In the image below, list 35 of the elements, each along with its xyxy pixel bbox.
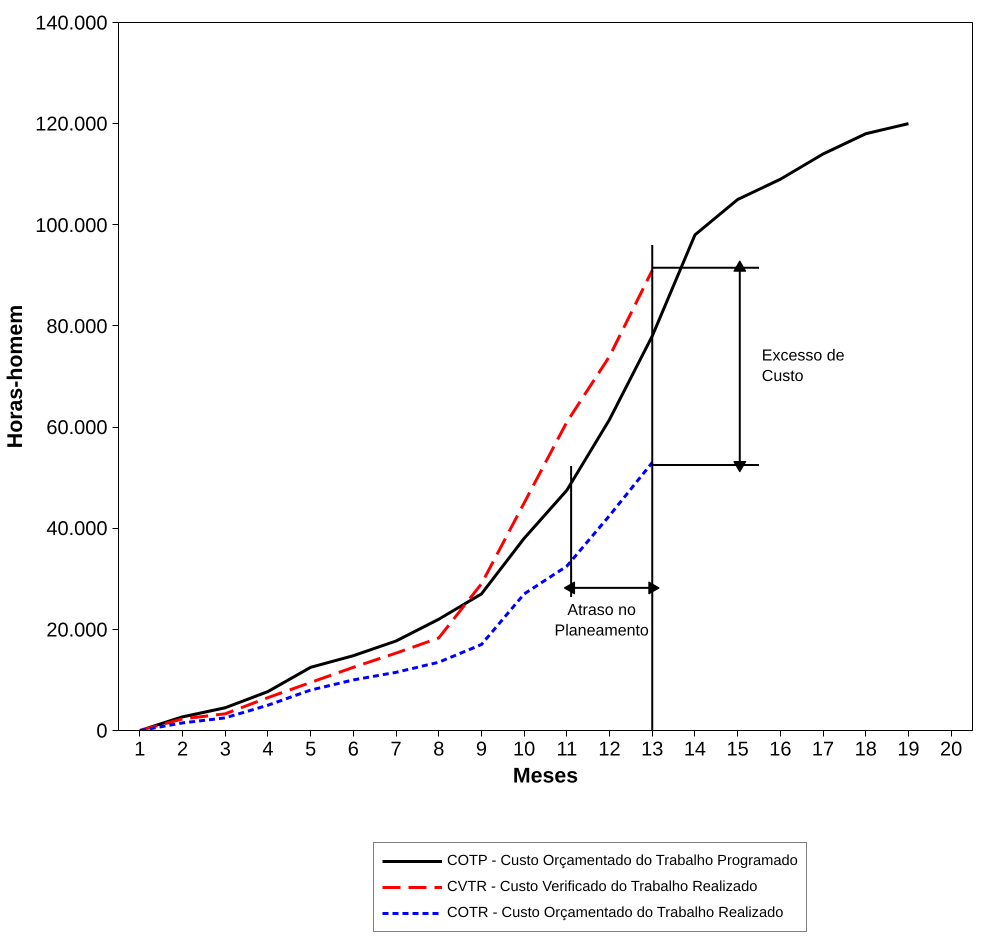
annotation: Excesso de Custo	[762, 348, 845, 386]
y-tick-label: 120.000	[35, 114, 108, 136]
y-tick-label: 20.000	[46, 619, 108, 642]
y-tick-label: 140.000	[35, 12, 108, 34]
y-tick-label: 100.000	[35, 214, 108, 237]
x-tick-label: 14	[684, 738, 706, 760]
x-tick-label: 10	[513, 738, 536, 760]
x-tick-label: 2	[176, 738, 188, 760]
x-tick-label: 5	[305, 738, 316, 760]
x-tick-label: 16	[769, 738, 792, 760]
x-tick-label: 7	[390, 738, 402, 760]
legend-label: COTR - Custo Orçamentado do Trabalho Realizado	[447, 905, 784, 921]
x-tick-label: 17	[812, 738, 834, 760]
y-tick-label: 40.000	[46, 518, 108, 540]
x-tick-label: 6	[348, 738, 359, 760]
x-tick-label: 15	[726, 738, 749, 760]
x-tick-label: 1	[134, 738, 146, 760]
y-tick-label: 0	[96, 720, 108, 742]
x-tick-label: 20	[940, 738, 962, 760]
x-axis-title: Meses	[512, 764, 578, 788]
x-tick-label: 4	[262, 738, 274, 760]
y-tick-label: 60.000	[46, 417, 108, 440]
legend-label: COTP - Custo Orçamentado do Trabalho Programado	[447, 853, 798, 869]
x-tick-label: 13	[641, 738, 664, 760]
x-tick-label: 8	[433, 738, 444, 760]
annotation: Atraso no Planeamento	[554, 602, 649, 640]
x-tick-label: 9	[476, 738, 488, 760]
legend-label: CVTR - Custo Verificado do Trabalho Realizado	[447, 879, 758, 895]
x-tick-label: 11	[556, 738, 578, 760]
x-tick-label: 12	[598, 738, 621, 760]
x-tick-label: 19	[897, 738, 920, 760]
x-tick-label: 18	[854, 738, 877, 760]
y-tick-label: 80.000	[46, 316, 108, 338]
y-axis-title: Horas-homem	[3, 304, 28, 448]
x-tick-label: 3	[220, 738, 231, 760]
